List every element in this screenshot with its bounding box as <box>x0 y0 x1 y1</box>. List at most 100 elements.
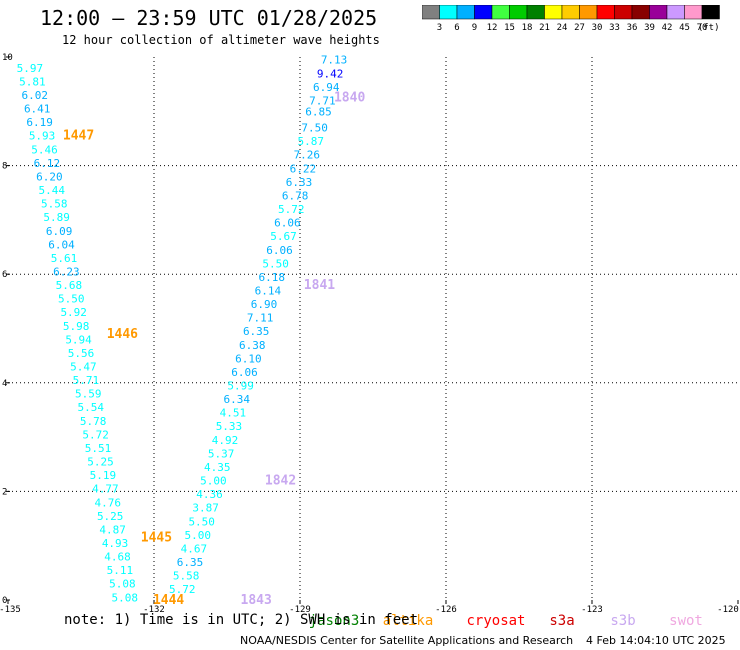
wave-height-value: 6.10 <box>235 352 262 365</box>
wave-height-value: 5.78 <box>80 415 107 428</box>
wave-height-value: 6.41 <box>24 103 51 116</box>
wave-height-value: 5.67 <box>270 230 297 243</box>
wave-height-value: 6.33 <box>286 176 313 189</box>
wave-height-value: 6.22 <box>290 162 317 175</box>
colorbar-tick-label: 27 <box>574 23 585 33</box>
wave-height-value: 3.87 <box>192 502 219 515</box>
wave-height-value: 5.25 <box>87 456 114 469</box>
wave-height-value: 6.78 <box>282 189 309 202</box>
wave-height-value: 6.94 <box>313 81 340 94</box>
wave-height-value: 5.11 <box>107 564 134 577</box>
colorbar-tick-label: 36 <box>627 23 638 33</box>
colorbar-tick-label: 15 <box>504 23 515 33</box>
wave-height-value: 6.09 <box>46 225 73 238</box>
wave-height-value: 5.59 <box>75 388 102 401</box>
wave-height-value: 5.58 <box>41 198 68 211</box>
wave-height-value: 5.44 <box>39 184 66 197</box>
wave-height-value: 5.72 <box>169 583 196 596</box>
wave-height-value: 6.06 <box>274 217 301 230</box>
wave-height-value: 5.81 <box>19 75 46 88</box>
wave-height-value: 6.35 <box>243 325 270 338</box>
wave-height-value: 5.08 <box>109 578 136 591</box>
pass-time-label: 1841 <box>304 278 335 293</box>
wave-height-value: 7.11 <box>247 312 274 325</box>
footer-timestamp: 4 Feb 14:04:10 UTC 2025 <box>586 634 726 647</box>
colorbar-tick-label: 39 <box>644 23 655 33</box>
wave-height-value: 6.06 <box>231 366 258 379</box>
wave-height-value: 6.34 <box>223 393 250 406</box>
wave-height-value: 6.19 <box>26 116 53 129</box>
colorbar-tick-label: 6 <box>454 23 459 33</box>
wave-height-value: 4.35 <box>204 461 231 474</box>
chart-title: 12:00 – 23:59 UTC 01/28/2025 <box>40 6 378 30</box>
wave-height-value: 5.50 <box>58 293 85 306</box>
wave-height-value: 5.47 <box>70 361 97 374</box>
colorbar-tick-label: 33 <box>609 23 620 33</box>
wave-height-value: 4.93 <box>102 537 129 550</box>
y-tick-label: 2 <box>2 487 7 497</box>
wave-height-value: 6.90 <box>251 298 278 311</box>
colorbar-tick-label: 9 <box>472 23 477 33</box>
wave-height-value: 4.87 <box>99 523 126 536</box>
wave-height-value: 6.35 <box>177 556 204 569</box>
wave-height-value: 5.33 <box>216 420 243 433</box>
x-tick-label: -132 <box>143 605 165 615</box>
wave-height-value: 5.68 <box>56 279 83 292</box>
wave-height-value: 5.50 <box>262 257 289 270</box>
colorbar-tick-label: 21 <box>539 23 550 33</box>
pass-time-label: 1445 <box>141 531 172 546</box>
chart-subtitle: 12 hour collection of altimeter wave hei… <box>62 33 380 47</box>
wave-height-value: 5.72 <box>82 428 109 441</box>
wave-height-value: 5.37 <box>208 447 235 460</box>
colorbar-tick-label: 3 <box>437 23 442 33</box>
wave-height-value: 6.14 <box>255 284 282 297</box>
pass-time-label: 1842 <box>265 474 296 489</box>
wave-height-value: 4.76 <box>95 496 122 509</box>
x-tick-label: -126 <box>435 605 457 615</box>
pass-time-label: 1840 <box>334 91 365 106</box>
wave-height-value: 6.23 <box>53 265 80 278</box>
wave-height-value: 6.20 <box>36 170 63 183</box>
colorbar-tick-label: 24 <box>557 23 568 33</box>
footer-note: note: 1) Time is in UTC; 2) SWH is in fe… <box>64 612 419 628</box>
wave-height-value: 5.00 <box>200 475 227 488</box>
x-tick-label: -135 <box>0 605 21 615</box>
colorbar-swatch <box>701 5 720 20</box>
wave-height-value: 7.26 <box>294 149 321 162</box>
colorbar-tick-label: 45 <box>679 23 690 33</box>
wave-height-value: 9.42 <box>317 67 344 80</box>
wave-height-value: 5.51 <box>85 442 112 455</box>
wave-height-value: 4.67 <box>181 542 208 555</box>
wave-height-value: 5.89 <box>43 211 70 224</box>
wave-height-value: 5.58 <box>173 570 200 583</box>
wave-height-value: 5.61 <box>51 252 78 265</box>
wave-height-value: 6.38 <box>239 339 266 352</box>
wave-height-value: 5.25 <box>97 510 124 523</box>
wave-height-value: 6.85 <box>305 105 332 118</box>
wave-height-value: 4.51 <box>220 407 247 420</box>
wave-height-value: 7.50 <box>301 122 328 135</box>
colorbar-tick-label: 42 <box>662 23 673 33</box>
wave-height-value: 5.56 <box>68 347 95 360</box>
y-tick-label: 0 <box>2 596 7 606</box>
wave-height-value: 5.71 <box>73 374 100 387</box>
wave-height-value: 5.98 <box>63 320 90 333</box>
y-tick-label: 6 <box>2 270 7 280</box>
wave-height-value: 5.19 <box>90 469 117 482</box>
wave-height-value: 6.02 <box>22 89 49 102</box>
y-tick-label: 4 <box>2 379 7 389</box>
wave-height-value: 5.93 <box>29 130 56 143</box>
wave-height-value: 5.92 <box>60 306 87 319</box>
wave-height-value: 5.72 <box>278 203 305 216</box>
wave-height-colorbar: 3 6 9 12 15 18 21 24 27 30 33 36 39 42 45 70(ft) <box>422 5 720 33</box>
pass-time-label: 1843 <box>241 593 272 608</box>
footer-credit: NOAA/NESDIS Center for Satellite Applica… <box>240 634 574 647</box>
pass-time-label: 1446 <box>107 327 138 342</box>
wave-height-value: 5.99 <box>227 380 254 393</box>
wave-height-value: 5.50 <box>188 515 215 528</box>
wave-height-value: 6.12 <box>34 157 61 170</box>
x-tick-label: -120 <box>717 605 739 615</box>
wave-height-value: 4.92 <box>212 434 239 447</box>
wave-height-value: 4.68 <box>104 551 131 564</box>
